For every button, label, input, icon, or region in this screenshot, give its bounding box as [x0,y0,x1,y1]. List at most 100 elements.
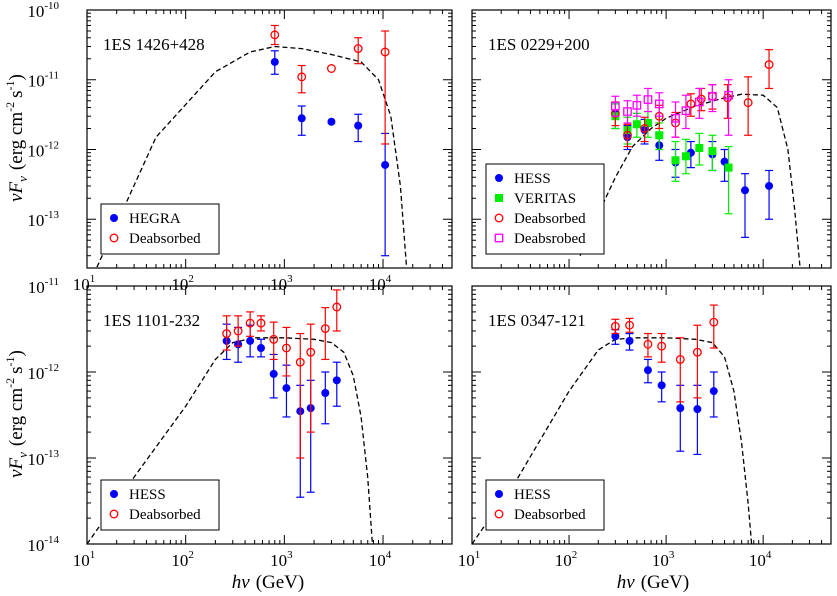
legend-label: HESS [129,487,166,503]
data-point [610,321,620,331]
data-point [269,334,279,344]
data-point [708,91,717,101]
data-point [764,60,774,70]
data-point [723,93,733,103]
x-tick-label: 101 [73,549,96,570]
panel-title: 1ES 0229+200 [488,35,590,54]
panel-1: 101 102 103 104 10-13 10-12 10-11 10-10 1ES 1426… [27,0,453,294]
legend-label: HEGRA [129,211,181,227]
panel-title: 1ES 1101-232 [103,311,200,330]
panel-title: 1ES 0347-121 [488,311,586,330]
legend-marker [495,194,503,202]
data-point [321,388,330,397]
data-point [693,405,702,414]
plot-frame [471,9,832,269]
x-tick-label: 101 [73,273,96,294]
data-point [326,64,336,73]
data-point [297,114,306,123]
x-tick-label: 103 [270,549,293,570]
plot-frame [86,9,453,269]
x-tick-label: 103 [652,549,675,570]
legend-marker [494,233,504,243]
series-2 [610,49,774,148]
data-point [270,57,279,66]
legend-label: HESS [514,487,551,503]
data-point [643,118,652,127]
data-point [611,101,620,111]
series-3 [611,79,733,138]
data-point [643,339,653,349]
data-point [246,336,255,345]
svg-text:νFν(erg cm-2s-1): νFν(erg cm-2s-1) [3,74,30,202]
data-point [657,341,667,351]
x-tick-label: 104 [369,273,392,294]
legend-label: HESS [514,171,551,187]
data-point [269,369,278,378]
data-point [623,130,632,140]
y-tick-label: 10-11 [28,70,59,91]
ticks [86,285,453,545]
series-0 [222,323,341,498]
series-1 [222,289,342,459]
data-point [724,90,733,100]
data-point [233,326,243,336]
x-tick-label: 103 [270,273,293,294]
data-point [709,317,719,327]
x-tick-label: 104 [369,549,392,570]
x-tick-label: 102 [555,549,578,570]
svg-text:νFν(erg cm-2s-1): νFν(erg cm-2s-1) [3,350,30,478]
data-point [354,121,363,130]
data-point [640,124,650,133]
data-point [676,404,685,413]
data-point [281,343,291,353]
plot-area [95,24,408,268]
data-point [381,160,390,169]
legend-marker [109,509,119,519]
y-tick-label: 10-14 [27,534,59,555]
legend-marker [495,490,503,498]
legend: HESS Deabsorbed [100,479,220,531]
data-point [306,347,316,357]
data-point [743,98,753,108]
plot-area [87,289,374,544]
data-point [681,106,691,116]
data-point [297,72,307,82]
y-axis-label-bottom: νFν(erg cm-2s-1) [3,350,30,478]
data-point [270,30,280,40]
legend-label: VERITAS [514,191,576,207]
y-tick-label: 10-12 [27,139,59,160]
data-point [623,107,632,116]
ticks [471,285,832,545]
data-point [257,344,266,353]
y-tick-label: 10-11 [28,276,59,297]
data-point [708,147,717,156]
legend-label: Deabsorbed [129,231,201,247]
x-tick-label: 102 [171,549,194,570]
data-point [654,99,664,109]
data-point [696,94,706,104]
plot-frame [86,285,453,545]
data-point [657,381,666,390]
data-point [320,324,330,334]
data-point [625,320,634,330]
legend-marker [495,174,503,182]
legend-marker [494,213,504,223]
series-1 [270,24,390,145]
plot-frame [471,285,832,545]
data-point [686,99,696,109]
data-point [353,44,363,54]
legend-label: Deabsorbed [514,507,586,523]
svg-text:hν(GeV): hν (GeV) [617,572,689,593]
panel-2: 1ES 0229+200 HESS VERITAS Deabsorbed Deabsro… [471,9,832,269]
y-axis-label-top: νFν(erg cm-2s-1) [3,74,30,202]
data-point [643,95,653,104]
x-axis-label-left: hν (GeV) [232,572,304,593]
y-tick-label: 10-10 [27,0,59,21]
data-point [694,97,704,107]
legend-marker [110,490,118,498]
data-point [332,302,342,312]
data-point [625,336,634,345]
data-point [655,131,664,140]
legend: HESS VERITAS Deabsorbed Deabsrobed [485,163,605,255]
data-point [671,113,680,123]
